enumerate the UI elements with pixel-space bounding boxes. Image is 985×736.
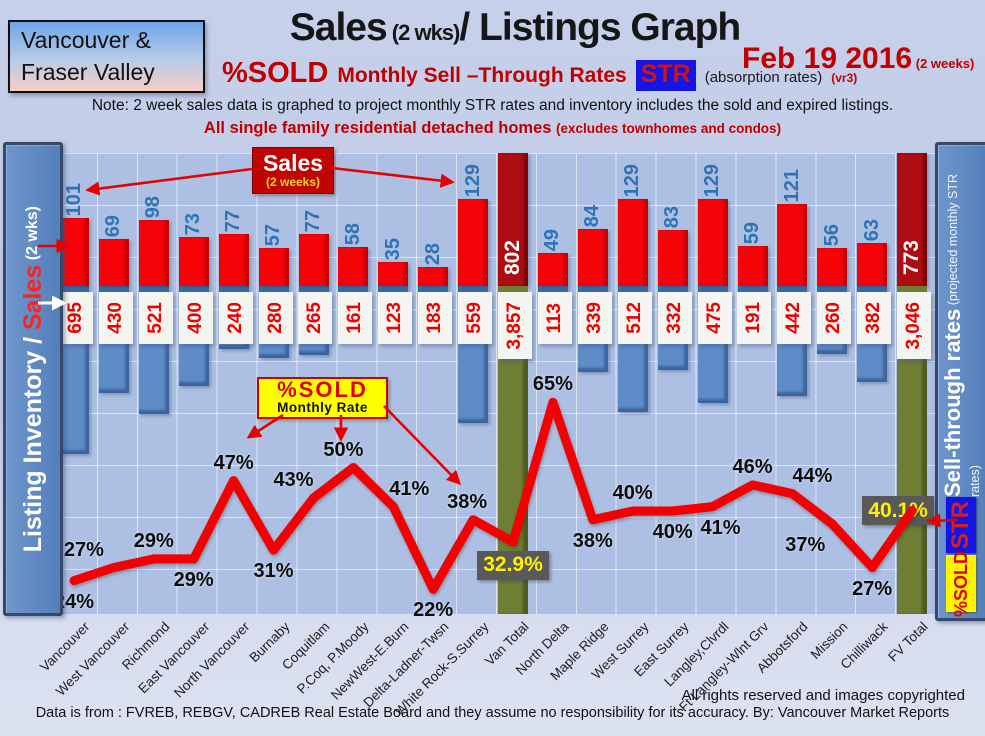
subtitle-percent-sold: %SOLD <box>222 57 329 89</box>
percent-sold-callout-title: %SOLD <box>277 377 368 403</box>
left-axis-text: Listing Inventory / Sales (2 wks) <box>19 206 48 552</box>
page-title: Sales (2 wks)/ Listings Graph <box>215 6 815 50</box>
right-axis-title: Sell-through rates (projected monthly ST… <box>935 142 985 621</box>
left-axis-wks-label: (2 wks) <box>23 205 41 265</box>
str-badge-text: STR <box>947 501 974 549</box>
percent-sold-badge: %SOLD <box>946 551 976 617</box>
right-axis-main-label: Sell-through rates <box>940 308 965 497</box>
sales-callout: Sales (2 weeks) <box>252 147 334 194</box>
subtitle-sell-through: Monthly Sell –Through Rates <box>337 64 627 87</box>
percent-sold-callout-subtitle: Monthly Rate <box>277 400 368 416</box>
sales-callout-title: Sales <box>262 149 324 176</box>
subtitle: %SOLD Monthly Sell –Through Rates STR (a… <box>222 57 857 91</box>
percent-sold-callout: %SOLD Monthly Rate <box>257 377 388 419</box>
percent-sold-badge-text: %SOLD <box>950 550 971 617</box>
date-text: Feb 19 2016 <box>742 42 913 75</box>
left-axis-title: Listing Inventory / Sales (2 wks) <box>3 142 63 616</box>
str-badge: STR <box>946 497 976 553</box>
title-wks: (2 wks) <box>386 20 461 45</box>
date-suffix: (2 weeks) <box>912 56 975 71</box>
scope-line: All single family residential detached h… <box>0 119 985 138</box>
left-axis-inventory-label: Listing Inventory / <box>18 329 47 553</box>
scope-main: All single family residential detached h… <box>203 119 557 137</box>
right-axis-text-wrap: Sell-through rates (projected monthly ST… <box>938 147 985 497</box>
plot-area <box>57 153 935 614</box>
region-line1: Vancouver & <box>21 27 151 54</box>
subtitle-absorption: (absorption rates) <box>704 69 823 86</box>
right-axis-text: Sell-through rates (projected monthly ST… <box>940 147 984 497</box>
title-rest: / Listings Graph <box>459 6 741 49</box>
title-sales: Sales <box>289 6 388 49</box>
region-line2: Fraser Valley <box>21 58 155 85</box>
scope-suffix: (excludes townhomes and condos) <box>556 121 782 136</box>
region-box: Vancouver & Fraser Valley <box>8 20 205 93</box>
note-line: Note: 2 week sales data is graphed to pr… <box>91 97 894 114</box>
subtitle-version: (vr3) <box>831 71 858 85</box>
left-axis-sales-label: Sales <box>18 264 47 330</box>
copyright-note: All rights reserved and images copyright… <box>681 687 965 704</box>
data-source-note: Data is from : FVREB, REBGV, CADREB Real… <box>35 705 950 721</box>
str-highlight-badge: STR <box>635 60 696 91</box>
sales-callout-subtitle: (2 weeks) <box>265 174 321 189</box>
report-date: Feb 19 2016 (2 weeks) <box>742 42 974 76</box>
